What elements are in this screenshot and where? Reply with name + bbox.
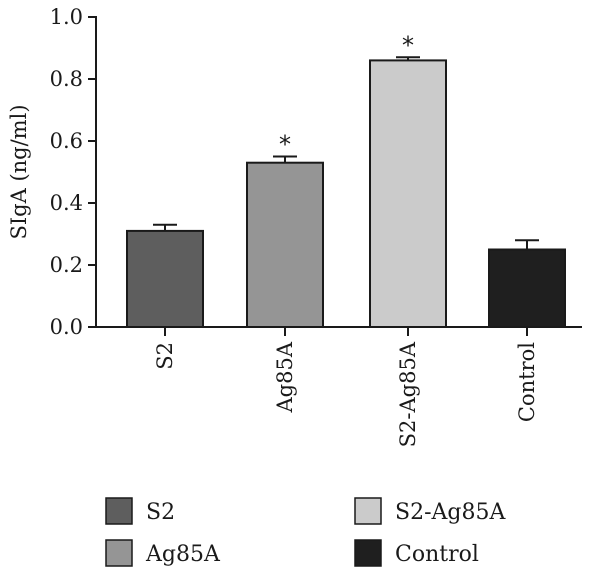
x-tick-label: Ag85A: [273, 341, 297, 413]
x-tick-label: S2-Ag85A: [396, 341, 420, 447]
bar-s2-ag85a: [369, 59, 447, 329]
bars: **: [126, 31, 566, 329]
y-tick-label: 0.4: [50, 191, 83, 215]
legend-swatch: [354, 497, 382, 525]
legend-label: Ag85A: [145, 542, 221, 567]
legend-swatch: [105, 539, 133, 567]
bar-s2: [126, 229, 204, 328]
legend-swatch: [105, 497, 133, 525]
x-tick-label: S2: [153, 342, 177, 370]
significance-marker: *: [279, 131, 291, 159]
significance-marker: *: [402, 31, 414, 59]
legend-swatch: [354, 539, 382, 567]
y-tick-label: 1.0: [50, 5, 83, 29]
legend: S2 S2-Ag85A Ag85A Control: [105, 497, 506, 567]
y-tick-label: 0.6: [50, 129, 83, 153]
legend-label: Control: [395, 542, 479, 567]
axes: 0.0 0.2 0.4 0.6 0.8 1.0 SIgA (ng/ml) S2 Ag85A S2-…: [7, 5, 582, 447]
bar-control: [488, 248, 566, 328]
y-tick-label: 0.0: [50, 315, 83, 339]
legend-label: S2: [146, 500, 175, 525]
y-axis-label: SIgA (ng/ml): [7, 104, 31, 239]
y-tick-label: 0.2: [50, 253, 83, 277]
bar-ag85a: [246, 161, 324, 328]
x-tick-label: Control: [515, 342, 539, 422]
y-tick-label: 0.8: [50, 67, 83, 91]
legend-label: S2-Ag85A: [395, 500, 506, 525]
